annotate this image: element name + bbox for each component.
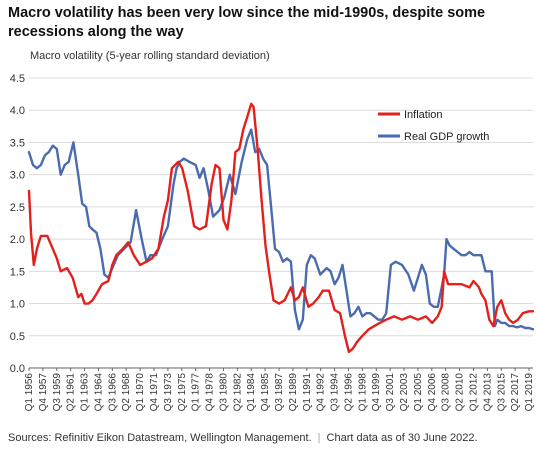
data-date-note: Chart data as of 30 June 2022.	[326, 432, 478, 444]
chart-title: Macro volatility has been very low since…	[8, 5, 486, 40]
y-tick-label: 4.0	[10, 105, 25, 117]
x-tick-label: Q1 1956	[24, 373, 35, 412]
legend-label-gdp: Real GDP growth	[404, 131, 489, 143]
x-tick-label: Q2 2017	[510, 373, 521, 412]
x-tick-label: Q3 1980	[218, 373, 229, 412]
x-tick-label: Q3 1966	[107, 373, 118, 412]
grid-lines	[29, 77, 533, 337]
y-tick-label: 0.0	[10, 363, 25, 375]
x-tick-label: Q2 1989	[288, 373, 299, 412]
x-tick-label: Q3 2008	[441, 373, 452, 412]
x-tick-label: Q3 2015	[496, 373, 507, 412]
x-tick-label: Q4 1992	[316, 373, 327, 412]
y-tick-label: 4.5	[10, 73, 25, 85]
x-tick-label: Q1 1977	[191, 373, 202, 412]
x-tick-label: Q2 1996	[343, 373, 354, 412]
y-axis-ticks: 0.0 0.5 1.0 1.5 2.0 2.5 3.0 3.5 4.0 4.5	[10, 73, 25, 375]
x-tick-label: Q4 1964	[93, 373, 104, 412]
x-tick-label: Q1 2019	[524, 373, 535, 412]
x-tick-label: Q4 2013	[482, 373, 493, 412]
x-tick-label: Q2 2003	[399, 373, 410, 412]
chart-footer: Sources: Refinitiv Eikon Datastream, Wel…	[8, 432, 478, 444]
x-tick-label: Q4 2006	[427, 373, 438, 412]
x-tick-label: Q4 1985	[260, 373, 271, 412]
x-tick-label: Q2 2010	[455, 373, 466, 412]
x-tick-label: Q3 1994	[330, 373, 341, 412]
x-axis-ticks: Q1 1956 Q4 1957 Q3 1959 Q2 1961 Q1 1963 Q4 19…	[24, 368, 535, 411]
footer-separator: |	[317, 432, 321, 444]
y-tick-label: 1.5	[10, 266, 25, 278]
x-tick-label: Q1 1970	[135, 373, 146, 412]
y-axis-label: Macro volatility (5-year rolling standar…	[30, 50, 270, 62]
y-tick-label: 3.5	[10, 137, 25, 149]
x-tick-label: Q4 1999	[371, 373, 382, 412]
y-tick-label: 2.5	[10, 202, 25, 214]
x-tick-label: Q2 1961	[66, 373, 77, 412]
source-note: Sources: Refinitiv Eikon Datastream, Wel…	[8, 432, 312, 444]
x-tick-label: Q2 1982	[232, 373, 243, 412]
x-tick-label: Q3 2001	[385, 373, 396, 412]
x-tick-label: Q3 1987	[274, 373, 285, 412]
x-tick-label: Q4 1957	[38, 373, 49, 412]
x-tick-label: Q3 1973	[163, 373, 174, 412]
y-tick-label: 0.5	[10, 331, 25, 343]
series-line-inflation	[27, 102, 535, 354]
series-line-gdp	[27, 128, 535, 331]
legend: Inflation Real GDP growth	[378, 109, 489, 143]
x-tick-label: Q4 1971	[149, 373, 160, 412]
y-tick-label: 3.0	[10, 170, 25, 182]
x-tick-label: Q1 1991	[302, 373, 313, 412]
x-tick-label: Q1 2005	[413, 373, 424, 412]
x-tick-label: Q1 1984	[246, 373, 257, 412]
y-tick-label: 2.0	[10, 234, 25, 246]
x-tick-label: Q2 1975	[177, 373, 188, 412]
x-tick-label: Q4 1978	[205, 373, 216, 412]
series-lines	[27, 102, 535, 354]
x-tick-label: Q1 2012	[468, 373, 479, 412]
x-tick-label: Q1 1963	[80, 373, 91, 412]
x-tick-label: Q3 1959	[52, 373, 63, 412]
x-tick-label: Q1 1998	[357, 373, 368, 412]
legend-label-inflation: Inflation	[404, 109, 443, 121]
y-tick-label: 1.0	[10, 299, 25, 311]
x-tick-label: Q2 1968	[121, 373, 132, 412]
